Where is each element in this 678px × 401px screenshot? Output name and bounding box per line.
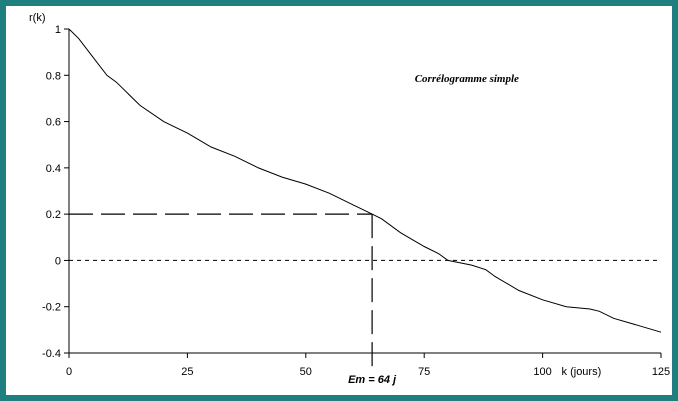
y-tick-label: -0.2: [42, 302, 61, 314]
y-tick-label: -0.4: [42, 348, 61, 360]
em-annotation: Em = 64 j: [348, 374, 397, 386]
y-ticks: 1 0.8 0.6 0.4 0.2 0 -0.2 -0.4: [42, 24, 69, 360]
x-tick-label: 50: [300, 366, 312, 378]
y-tick-label: 0.6: [46, 117, 61, 129]
x-tick-label: 100: [533, 366, 551, 378]
y-tick-label: 0.8: [46, 70, 61, 82]
x-tick-label: 75: [418, 366, 430, 378]
y-tick-label: 1: [55, 24, 61, 36]
chart-title: Corrélogramme simple: [415, 73, 519, 85]
y-tick-label: 0.4: [46, 163, 61, 175]
x-axis-label: k (jours): [562, 366, 602, 378]
x-tick-label: 0: [66, 366, 72, 378]
x-tick-label: 125: [652, 366, 670, 378]
y-tick-label: 0: [55, 255, 61, 267]
correlogram-series-line: [68, 28, 662, 333]
correlogram-chart: 1 0.8 0.6 0.4 0.2 0 -0.2 -0.4 0 25 50 75 100 125 r(k…: [29, 12, 670, 386]
y-tick-label: 0.2: [46, 209, 61, 221]
y-axis-label: r(k): [29, 12, 46, 24]
x-ticks: 0 25 50 75 100 125: [66, 353, 670, 378]
axes: [68, 29, 661, 354]
x-tick-label: 25: [181, 366, 193, 378]
